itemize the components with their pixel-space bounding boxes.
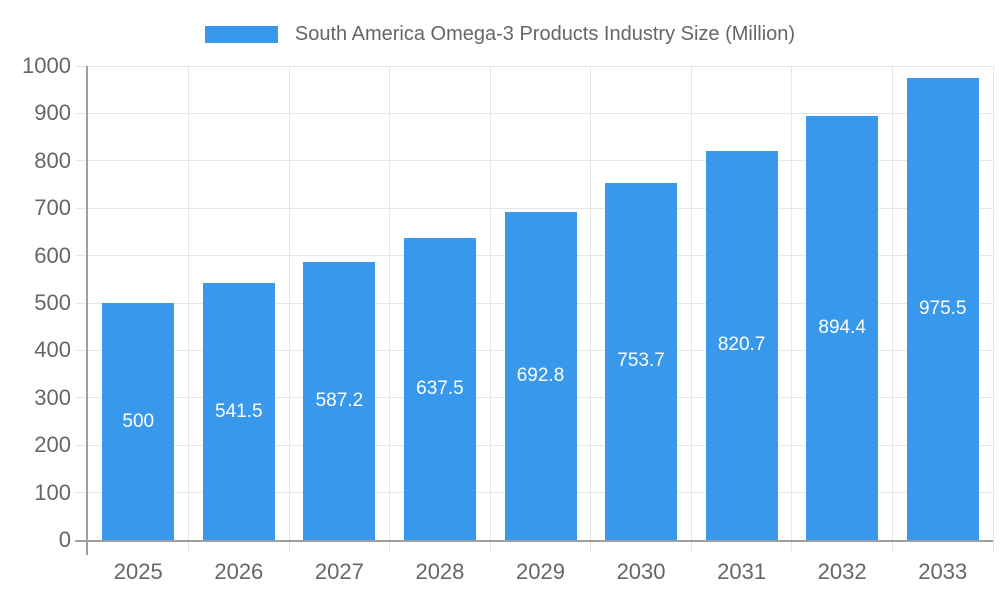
x-tick-label: 2033 [918,559,968,584]
bar-2033: 975.5 [906,77,979,540]
bar-2028: 637.5 [403,237,476,540]
legend-item[interactable]: South America Omega-3 Products Industry … [204,23,796,46]
x-tick-label: 2032 [817,559,867,584]
y-tick [75,349,88,351]
y-tick [75,160,88,162]
y-tick-label: 500 [34,290,71,315]
x-tick [288,540,290,553]
x-tick-label: 2026 [214,559,264,584]
bar-2025: 500 [102,303,175,540]
x-tick-label: 2028 [415,559,465,584]
x-tick-label: 2027 [314,559,364,584]
y-axis-line [86,66,88,555]
y-tick [75,444,88,446]
x-tick-label: 2030 [616,559,666,584]
y-tick [75,65,88,67]
bar-value-label: 692.8 [516,364,565,386]
legend-label: South America Omega-3 Products Industry … [294,23,796,45]
y-tick-label: 900 [34,100,71,126]
v-gridline [590,66,592,540]
v-gridline [288,66,290,540]
bar-value-label: 500 [122,410,155,432]
v-gridline [992,66,994,540]
y-tick-label: 600 [34,242,71,268]
bar-2031: 820.7 [705,150,778,540]
x-tick [891,540,893,553]
legend: South America Omega-3 Products Industry … [0,23,1000,46]
y-tick-label: 400 [34,337,71,363]
x-tick [489,540,491,553]
bar-value-label: 637.5 [416,377,464,399]
v-gridline [188,66,190,540]
bar-2026: 541.5 [202,283,275,540]
bar-value-label: 820.7 [717,334,766,356]
h-gridline [88,160,993,162]
v-gridline [389,66,391,540]
y-tick [75,302,88,304]
y-tick-label: 0 [58,527,71,552]
y-tick [75,255,88,257]
y-tick-label: 200 [34,432,71,458]
x-tick-label: 2031 [717,559,767,584]
y-tick-label: 800 [34,147,71,173]
v-gridline [690,66,692,540]
bar-value-label: 587.2 [315,389,364,411]
bar-2027: 587.2 [303,261,376,540]
x-axis-line [75,540,993,542]
x-tick [690,540,692,553]
y-tick-label: 700 [34,195,71,221]
v-gridline [891,66,893,540]
y-tick [75,112,88,114]
y-tick-label: 100 [34,479,71,505]
y-tick [75,397,88,399]
x-tick [590,540,592,553]
bar-2030: 753.7 [605,182,678,540]
y-tick-label: 1000 [22,53,71,78]
bar-2029: 692.8 [504,211,577,540]
h-gridline [88,207,993,209]
v-gridline [489,66,491,540]
y-tick-label: 300 [34,384,71,410]
bar-value-label: 894.4 [818,317,866,339]
h-gridline [88,65,993,67]
x-tick [791,540,793,553]
bar-value-label: 975.5 [918,297,967,319]
x-tick [389,540,391,553]
x-tick-label: 2025 [113,559,163,584]
legend-swatch-icon [204,26,278,43]
x-tick-label: 2029 [516,559,565,584]
y-tick [75,207,88,209]
v-gridline [791,66,793,540]
bar-value-label: 541.5 [215,400,263,422]
x-tick [992,540,994,553]
bar-2032: 894.4 [806,116,879,540]
x-tick [188,540,190,553]
h-gridline [88,112,993,114]
y-tick [75,492,88,494]
bar-value-label: 753.7 [617,350,665,372]
